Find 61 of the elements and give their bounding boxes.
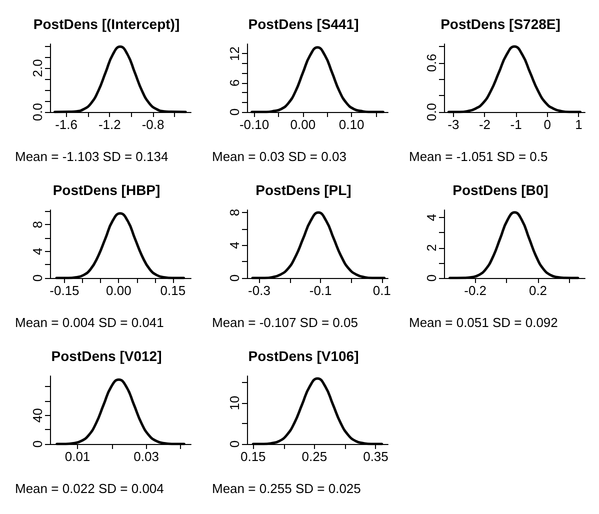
y-tick-label: 8 (30, 221, 45, 228)
y-tick-label: 0.0 (30, 102, 45, 122)
y-tick-label: 6 (227, 79, 242, 86)
text: Mean = -1.051 SD = 0.5 (409, 149, 548, 164)
x-tick-label: -0.2 (464, 283, 487, 298)
text: Mean = 0.004 SD = 0.041 (15, 315, 164, 330)
y-tick-label: 4 (30, 248, 45, 255)
y-tick-label: 2.0 (30, 59, 45, 78)
x-tick-label: -1.2 (98, 117, 121, 132)
text: Mean = -1.103 SD = 0.134 (15, 149, 168, 164)
chart-title: PostDens [V012] (51, 348, 162, 364)
x-tick-label: 0.03 (134, 449, 159, 464)
x-tick-label: -1 (510, 117, 522, 132)
x-tick-label: -1.6 (55, 117, 78, 132)
x-tick-label: 0.25 (302, 449, 328, 464)
chart-title: PostDens [PL] (256, 182, 352, 198)
x-tick-label: -0.1 (309, 283, 332, 298)
y-tick-label: 0 (30, 274, 45, 282)
chart-title: PostDens [V106] (248, 348, 359, 364)
chart-title: PostDens [(Intercept)] (33, 16, 180, 32)
chart-title: PostDens [HBP] (52, 182, 160, 198)
chart-title: PostDens [B0] (452, 182, 548, 198)
x-tick-label: -0.10 (239, 117, 270, 132)
x-tick-label: 1 (575, 117, 582, 132)
y-tick-label: 0.0 (424, 102, 439, 122)
x-tick-label: -3 (448, 117, 460, 132)
x-tick-label: 0.10 (338, 117, 364, 132)
y-tick-label: 0 (227, 108, 242, 116)
x-tick-label: 0.15 (240, 449, 266, 464)
y-tick-label: 0 (424, 274, 439, 282)
x-tick-label: 0.15 (160, 283, 186, 298)
x-tick-label: 0.01 (64, 449, 90, 464)
x-tick-label: 0 (544, 117, 552, 132)
text: Mean = 0.022 SD = 0.004 (15, 481, 164, 496)
x-tick-label: 0.1 (372, 283, 391, 298)
y-tick-label: 0 (30, 440, 45, 448)
y-tick-label: 4 (424, 214, 439, 222)
x-tick-label: 0.2 (528, 283, 548, 298)
x-tick-label: 0.00 (106, 283, 132, 298)
y-tick-label: 10 (227, 396, 242, 410)
y-tick-label: 2 (424, 244, 439, 252)
y-tick-label: 8 (227, 208, 242, 216)
x-tick-label: -0.8 (142, 117, 164, 132)
y-tick-label: 40 (30, 408, 45, 423)
chart-title: PostDens [S441] (248, 16, 359, 32)
chart-title: PostDens [S728E] (440, 16, 560, 32)
y-tick-label: 12 (227, 46, 242, 61)
y-tick-label: 0 (227, 274, 242, 282)
x-tick-label: -2 (478, 117, 491, 132)
line-series (250, 46, 384, 114)
x-tick-label: -0.3 (248, 283, 270, 298)
y-tick-label: 0 (227, 440, 242, 448)
text: Mean = -0.107 SD = 0.05 (212, 315, 358, 330)
x-tick-label: -0.15 (50, 283, 80, 298)
y-tick-label: 4 (227, 242, 242, 249)
x-tick-label: 0.35 (363, 449, 388, 464)
text: Mean = 0.03 SD = 0.03 (212, 149, 346, 164)
y-tick-label: 0.6 (424, 54, 439, 72)
text: Mean = 0.051 SD = 0.092 (409, 315, 558, 330)
text: Mean = 0.255 SD = 0.025 (212, 481, 361, 496)
x-tick-label: 0.00 (290, 117, 316, 132)
